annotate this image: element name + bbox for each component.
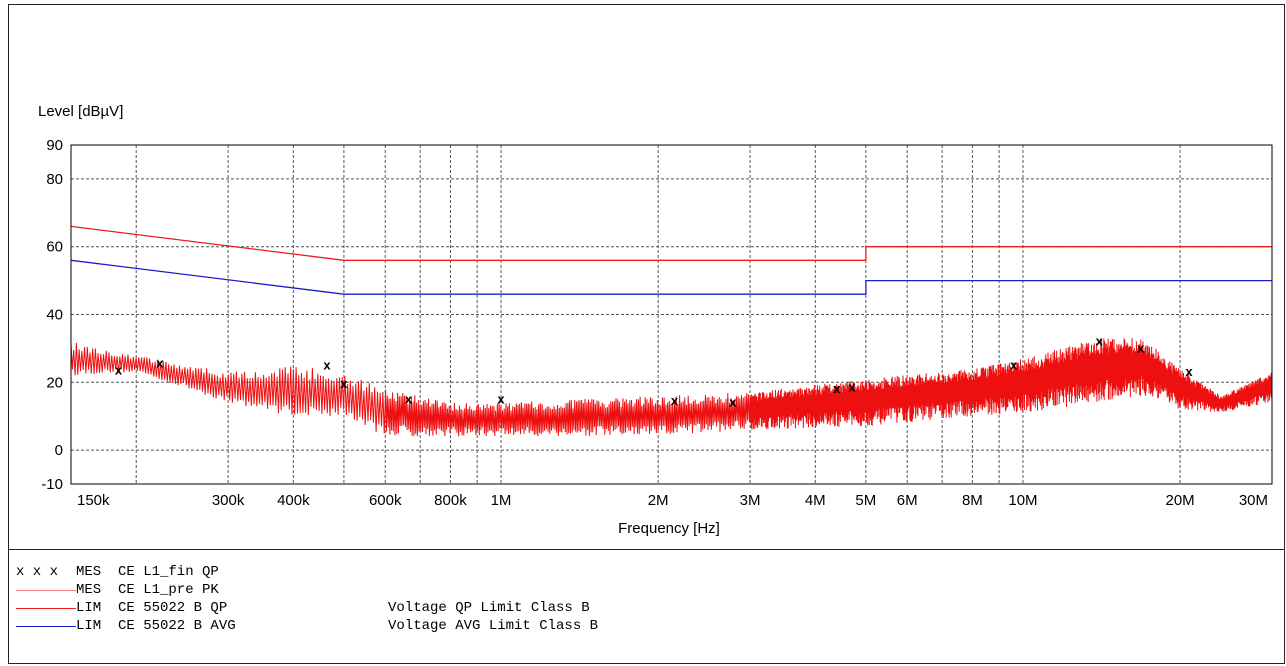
y-tick-label: -10 xyxy=(41,476,63,493)
qp-marker: x xyxy=(340,376,348,391)
legend-kind: LIM xyxy=(76,600,102,616)
x-tick-label: 6M xyxy=(897,492,918,509)
legend-swatch xyxy=(16,581,76,599)
limit-line xyxy=(70,259,1272,295)
x-tick-label: 1M xyxy=(491,492,512,509)
limit-line xyxy=(70,225,1272,261)
chart-frame xyxy=(8,4,1285,664)
qp-marker: x xyxy=(497,391,505,406)
qp-marker: x xyxy=(156,356,164,371)
legend-name: CE L1_pre PK xyxy=(118,582,219,598)
y-tick-label: 90 xyxy=(46,137,63,154)
x-tick-label: 10M xyxy=(1008,492,1037,509)
qp-marker: x xyxy=(1010,357,1018,372)
qp-marker: x xyxy=(115,362,123,377)
legend-name: CE 55022 B QP xyxy=(118,600,228,616)
legend-kind: MES xyxy=(76,564,102,580)
y-tick-label: 60 xyxy=(46,239,63,256)
emission-chart: Level [dBµV] Frequency [Hz] x x xxx x x xx xxx… xyxy=(38,103,1273,537)
qp-marker: x xyxy=(729,395,737,410)
x-tick-label: 8M xyxy=(962,492,983,509)
qp-marker: x xyxy=(1096,334,1104,349)
qp-marker: x xyxy=(323,357,331,372)
legend-name: CE 55022 B AVG xyxy=(118,618,236,634)
y-tick-label: 40 xyxy=(46,307,63,324)
x-axis-label: Frequency [Hz] xyxy=(618,520,720,537)
legend-item: MES CE L1_pre PK xyxy=(16,581,598,599)
x-tick-label: 3M xyxy=(740,492,761,509)
x-tick-label: 30M xyxy=(1239,492,1268,509)
x-tick-label: 400k xyxy=(277,492,310,509)
legend-item: LIM CE 55022 B AVG Voltage AVG Limit Class… xyxy=(16,617,598,635)
y-tick-label: 80 xyxy=(46,171,63,188)
qp-marker: x xyxy=(1137,340,1145,355)
x-tick-label: 4M xyxy=(805,492,826,509)
legend: x x x MES CE L1_fin QP MES CE L1_pre PK LIM CE… xyxy=(16,563,598,635)
x-tick-label: 800k xyxy=(434,492,467,509)
axis-ticks: 90 80 60 40 20 0 -10 150k 300k 400k 600k 800k 1M 2M 3M… xyxy=(41,137,1268,509)
x-tick-label: 600k xyxy=(369,492,402,509)
legend-kind: LIM xyxy=(76,618,102,634)
legend-name: CE L1_fin QP xyxy=(118,564,219,580)
legend-swatch xyxy=(16,599,76,617)
legend-swatch xyxy=(16,617,76,635)
x-tick-label: 150k xyxy=(77,492,110,509)
series-group: x x xxx x x xx xxx xx xyxy=(70,225,1273,437)
legend-description: Voltage QP Limit Class B xyxy=(388,600,590,616)
qp-marker: x xyxy=(833,381,841,396)
legend-swatch: x x x xyxy=(16,564,59,580)
legend-description: Voltage AVG Limit Class B xyxy=(388,618,599,634)
x-tick-label: 5M xyxy=(855,492,876,509)
x-tick-label: 300k xyxy=(212,492,245,509)
grid xyxy=(71,145,1272,484)
y-axis-label: Level [dBµV] xyxy=(38,103,123,120)
qp-marker: x xyxy=(1185,364,1193,379)
legend-kind: MES xyxy=(76,582,102,598)
legend-separator xyxy=(8,549,1285,550)
x-tick-label: 20M xyxy=(1165,492,1194,509)
x-tick-label: 2M xyxy=(648,492,669,509)
legend-item: x x x MES CE L1_fin QP xyxy=(16,563,598,581)
plot-area-border xyxy=(70,144,1273,485)
qp-marker: x xyxy=(848,379,856,394)
measurement-trace xyxy=(70,338,1273,437)
qp-marker: x xyxy=(405,391,413,406)
y-tick-label: 20 xyxy=(46,374,63,391)
legend-item: LIM CE 55022 B QP Voltage QP Limit Class B xyxy=(16,599,598,617)
y-tick-label: 0 xyxy=(55,442,63,459)
qp-marker: x xyxy=(671,393,679,408)
